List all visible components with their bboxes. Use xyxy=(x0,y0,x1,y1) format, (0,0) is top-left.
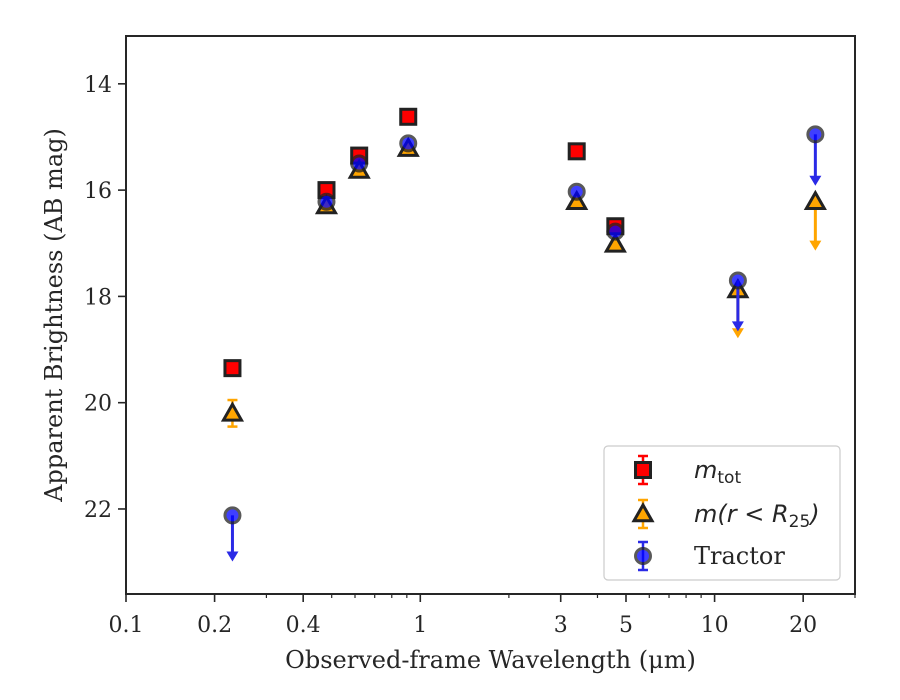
data-point-m_r25 xyxy=(603,232,627,253)
data-point-m_r25 xyxy=(220,401,245,422)
legend-marker xyxy=(634,547,652,565)
x-tick-label: 0.4 xyxy=(286,613,321,638)
x-tick-label: 1 xyxy=(413,613,427,638)
y-tick-label: 14 xyxy=(84,73,112,98)
y-tick-label: 16 xyxy=(84,179,112,204)
legend-marker xyxy=(631,501,655,523)
legend-label-subscript: tot xyxy=(717,468,741,488)
legend: mtot m(r < R25) Tractor xyxy=(603,445,841,581)
y-axis: 14 16 18 20 22 xyxy=(84,73,126,523)
data-point-tractor xyxy=(567,182,586,201)
data-point-tractor xyxy=(806,125,825,144)
legend-entry-m_r25: m(r < R25) xyxy=(631,498,820,532)
legend-label-subscript: 25 xyxy=(789,512,811,532)
x-tick-label: 0.2 xyxy=(197,613,232,638)
legend-label: mtot xyxy=(694,456,741,488)
data-point-tractor xyxy=(223,506,242,525)
y-tick-label: 18 xyxy=(84,285,112,310)
upper-limit-arrow-head xyxy=(809,175,822,186)
x-tick-label: 20 xyxy=(789,613,817,638)
data-point-m_tot xyxy=(567,142,586,161)
data-point-tractor xyxy=(350,154,369,173)
legend-entry-tractor: Tractor xyxy=(634,540,785,572)
chart-marks xyxy=(220,107,827,562)
x-tick-label: 3 xyxy=(554,613,568,638)
legend-label: Tractor xyxy=(694,542,785,570)
x-tick-label: 5 xyxy=(619,613,633,638)
legend-label: m(r < R25) xyxy=(694,500,820,532)
upper-limit-arrow-head xyxy=(809,240,822,251)
data-point-tractor xyxy=(317,192,336,211)
x-tick-label: 0.1 xyxy=(109,613,144,638)
x-tick-label: 10 xyxy=(701,613,729,638)
data-point-tractor xyxy=(399,134,418,153)
legend-label-tail: ) xyxy=(808,500,819,528)
data-point-tractor xyxy=(728,271,747,290)
series-tractor xyxy=(223,125,825,562)
legend-box xyxy=(603,445,841,581)
data-point-m_r25 xyxy=(803,189,827,211)
y-axis-label: Apparent Brightness (AB mag) xyxy=(40,128,68,503)
upper-limit-arrow-head xyxy=(731,328,744,339)
data-point-m_tot xyxy=(223,359,242,378)
plot-frame xyxy=(125,35,856,595)
legend-label-main: m(r < R xyxy=(694,500,789,528)
legend-marker xyxy=(634,461,652,479)
y-tick-label: 20 xyxy=(84,392,112,417)
upper-limit-arrow-head xyxy=(731,321,744,332)
data-point-tractor xyxy=(606,222,625,241)
x-axis-label: Observed-frame Wavelength (μm) xyxy=(285,646,696,674)
y-tick-label: 22 xyxy=(84,498,112,523)
legend-entry-m_tot: mtot xyxy=(634,454,741,488)
upper-limit-arrow-head xyxy=(226,551,239,562)
legend-label-main: m xyxy=(694,456,717,484)
x-axis: 0.1 0.2 0.4 1 3 5 10 20 xyxy=(109,594,856,638)
data-point-m_tot xyxy=(399,107,418,126)
